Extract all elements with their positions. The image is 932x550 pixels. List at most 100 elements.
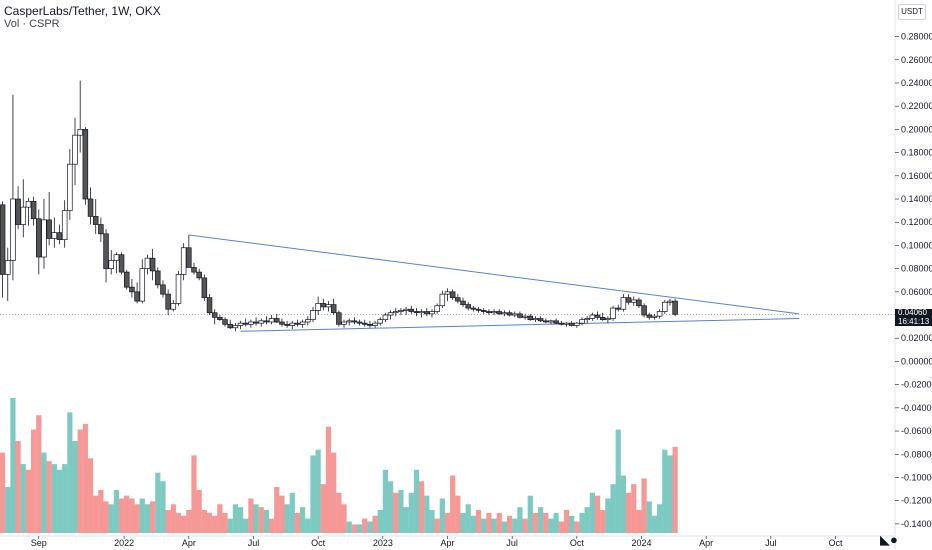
candle-body [263, 320, 270, 323]
candle-body [636, 299, 642, 307]
volume-bar [87, 458, 94, 533]
candle-body [506, 312, 513, 316]
candle-body [56, 232, 63, 240]
volume-bar [10, 398, 16, 533]
price-tick-label: 0.22000 [901, 101, 932, 111]
price-tick-label: 0.12000 [901, 217, 932, 227]
candle-body [610, 307, 616, 319]
trendline [240, 318, 800, 332]
candle-body [61, 210, 68, 240]
volume-bar [662, 449, 668, 533]
time-tick-label: Oct [828, 538, 843, 548]
candle-body [646, 314, 653, 318]
candle-body [20, 206, 27, 225]
volume-bar [212, 515, 218, 533]
last-price-value: 0.04060 [898, 308, 927, 317]
candle-body [305, 319, 311, 323]
candle-body [253, 321, 259, 324]
candle-body [180, 247, 187, 275]
volume-bar [134, 504, 140, 533]
candle-body [672, 300, 678, 315]
volume-bar [258, 507, 264, 533]
volume-bar [20, 464, 26, 533]
volume-bar [196, 489, 202, 533]
price-tick-label: -0.10000 [901, 472, 932, 482]
candle-body [470, 307, 477, 310]
candle-body [377, 319, 383, 324]
candle-body [217, 316, 223, 321]
candle-body [434, 305, 440, 312]
price-tick-label: 0.16000 [901, 171, 932, 181]
candle-body [522, 315, 528, 318]
price-tick-label: -0.02000 [901, 380, 932, 390]
candle-body [568, 322, 575, 326]
volume-bar [82, 423, 88, 533]
volume-bar [0, 452, 6, 533]
candle-body [0, 204, 6, 275]
candle-body [118, 254, 125, 273]
volume-bar [424, 495, 430, 533]
currency-unit-button[interactable]: USDT [898, 4, 926, 20]
candle-body [393, 311, 399, 314]
time-tick-label: 2022 [114, 538, 134, 548]
candle-body [139, 268, 146, 302]
candle-body [336, 312, 342, 325]
candle-body [46, 219, 52, 239]
candle-body [605, 318, 611, 321]
volume-bar [108, 504, 114, 533]
volume-bar [232, 504, 238, 533]
candle-body [553, 320, 559, 324]
volume-bar [150, 501, 156, 533]
candle-body [584, 318, 590, 321]
candle-body [408, 308, 415, 312]
candle-body [630, 299, 637, 303]
volume-bar [641, 478, 647, 533]
volume-bar [336, 492, 342, 533]
candle-body [651, 315, 658, 318]
candle-body [25, 200, 32, 208]
volume-bar [222, 512, 228, 533]
tradingview-logo-icon[interactable]: ◣● [880, 532, 898, 547]
bar-countdown: 16:41:13 [898, 316, 930, 326]
volume-bar [118, 498, 125, 533]
candle-body [175, 274, 182, 304]
volume-bar [512, 518, 518, 533]
candle-body [486, 311, 492, 314]
volume-bar [56, 469, 63, 533]
candle-body [310, 310, 316, 321]
volume-bar [237, 507, 244, 533]
price-tick-label: 0.18000 [901, 148, 932, 158]
volume-bar [46, 461, 52, 533]
candle-body [413, 311, 420, 314]
candle-body [274, 318, 280, 323]
candle-body [455, 297, 461, 302]
candle-body [144, 257, 151, 269]
candle-body [574, 322, 580, 326]
price-tick-label: 0.14000 [901, 194, 932, 204]
candle-body [232, 325, 239, 329]
candle-body [429, 311, 435, 315]
candle-body [299, 321, 306, 325]
symbol-title[interactable]: CasperLabs/Tether, 1W, OKX [4, 4, 161, 18]
candle-body [170, 303, 177, 310]
volume-bar [25, 469, 32, 533]
price-tick-label: -0.12000 [901, 496, 932, 506]
volume-legend: Vol · CSPR [4, 18, 60, 30]
volume-bar [217, 504, 223, 533]
volume-bar [569, 515, 575, 533]
candle-body [237, 322, 244, 326]
volume-bar [191, 455, 197, 533]
volume-bar [124, 495, 130, 533]
candle-body [10, 198, 16, 261]
volume-bar [429, 510, 435, 533]
candle-body [667, 300, 673, 303]
volume-bar [377, 510, 383, 533]
time-tick-label: 2024 [631, 538, 651, 548]
time-tick-label: Oct [570, 538, 585, 548]
time-tick-label: Jul [506, 538, 518, 548]
volume-bar [646, 501, 652, 533]
volume-bar [563, 510, 570, 533]
candle-body [315, 303, 321, 311]
candle-body [418, 311, 425, 314]
